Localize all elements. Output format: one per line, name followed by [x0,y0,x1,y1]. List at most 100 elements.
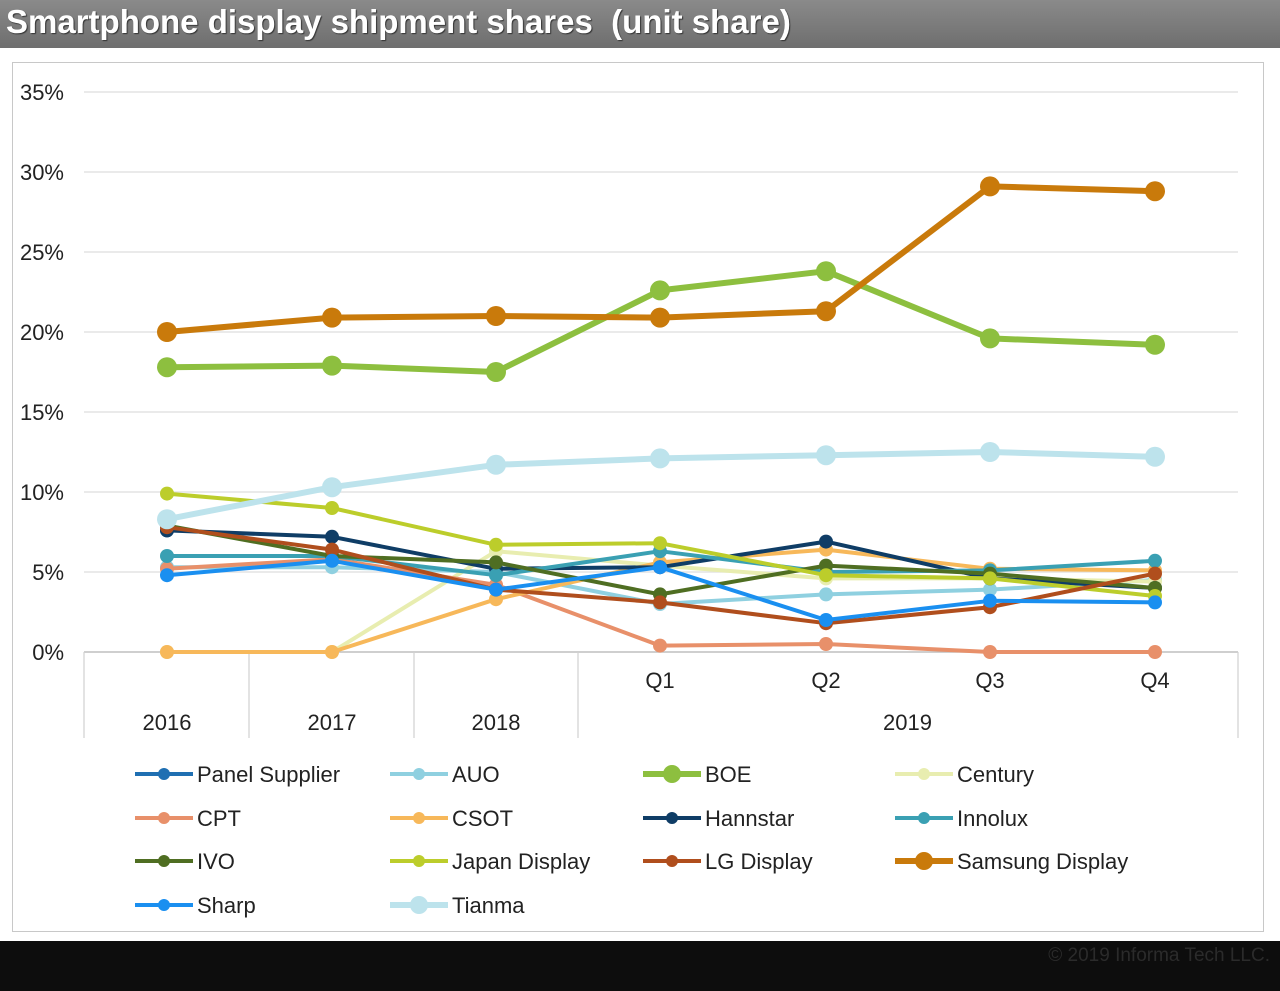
data-point [1148,566,1162,581]
x-tick-label: Q1 [645,668,674,693]
data-point [1145,334,1165,355]
legend-swatch-marker [918,812,930,824]
data-point [816,301,836,322]
legend-label: IVO [197,849,235,874]
data-point [819,558,833,573]
x-tick-label: Q2 [811,668,840,693]
data-point [489,568,503,583]
line-chart: 35% 30% 25% 20% 15% 10% 5% 0% Q1 Q2 Q3 Q4 2016 2017 20… [20,80,1239,918]
data-point [325,529,339,544]
legend-label: CSOT [452,806,513,831]
x-group-label: 2017 [308,710,357,735]
data-point [819,613,833,627]
legend-label: Samsung Display [957,849,1128,874]
x-group-label: 2018 [472,710,521,735]
legend-swatch-marker [158,899,170,911]
legend-label: Panel Supplier [197,762,340,787]
copyright-notice: © 2019 Informa Tech LLC. [1048,945,1270,966]
legend-label: BOE [705,762,751,787]
data-point [816,445,836,466]
legend-label: AUO [452,762,500,787]
data-point [157,509,177,530]
data-point [650,280,670,301]
x-tick-label: Q3 [975,668,1004,693]
legend-swatch-marker [158,812,170,824]
data-point [819,587,833,602]
data-point [819,568,833,583]
legend-swatch-marker [413,768,425,780]
legend-swatch-marker [663,765,681,783]
data-point [650,448,670,469]
legend-label: Century [957,762,1034,787]
legend-swatch-marker [666,812,678,824]
data-point [819,637,833,651]
data-point [1148,645,1162,659]
data-point [653,560,667,575]
data-point [486,362,506,382]
data-point [980,442,1000,462]
data-point [489,582,503,597]
x-group-label: 2016 [143,710,192,735]
chart-panel: 35% 30% 25% 20% 15% 10% 5% 0% Q1 Q2 Q3 Q4 2016 2017 20… [0,48,1280,941]
legend-label: Tianma [452,893,525,918]
data-point [1148,553,1162,568]
data-point [983,645,997,659]
data-point [160,645,174,659]
x-tick-label: Q4 [1140,668,1169,693]
y-tick-label: 30% [20,160,64,185]
data-point [322,355,342,376]
data-point [983,582,997,597]
y-tick-label: 0% [32,640,64,665]
chart-title: Smartphone display shipment shares (unit… [6,3,791,40]
data-point [1145,446,1165,467]
data-point [653,638,667,653]
x-group-label: 2019 [883,710,932,735]
data-point [325,645,339,659]
y-tick-label: 35% [20,80,64,105]
y-tick-label: 5% [32,560,64,585]
data-point [489,592,503,607]
y-tick-label: 15% [20,400,64,425]
data-point [486,454,506,475]
data-point [489,555,503,570]
data-point [816,261,836,282]
legend-label: Sharp [197,893,256,918]
data-point [160,549,174,563]
title-bar: Smartphone display shipment shares (unit… [0,0,1280,48]
data-point [980,328,1000,349]
data-point [157,322,177,342]
data-point [983,593,997,608]
footer: © 2019 Informa Tech LLC. [0,941,1280,991]
legend-swatch-marker [413,855,425,867]
data-point [325,542,339,557]
data-point [157,357,177,378]
legend-label: Innolux [957,806,1028,831]
y-tick-label: 20% [20,320,64,345]
legend-label: CPT [197,806,241,831]
y-tick-label: 25% [20,240,64,265]
legend-label: LG Display [705,849,813,874]
data-point [650,307,670,328]
legend-swatch-marker [158,768,170,780]
data-point [325,553,339,568]
data-point [819,534,833,549]
data-point [489,537,503,552]
legend-swatch-marker [918,768,930,780]
data-point [160,568,174,583]
y-tick-label: 10% [20,480,64,505]
data-point [983,571,997,586]
data-point [486,306,506,326]
data-point [1145,181,1165,202]
legend-swatch-marker [410,896,428,914]
legend-swatch-marker [915,852,933,870]
data-point [322,307,342,328]
data-point [653,536,667,551]
legend-label: Hannstar [705,806,794,831]
data-point [980,176,1000,197]
data-point [653,595,667,610]
legend-label: Japan Display [452,849,590,874]
legend-swatch-marker [158,855,170,867]
legend-swatch-marker [666,855,678,867]
data-point [322,477,342,498]
legend-swatch-marker [413,812,425,824]
